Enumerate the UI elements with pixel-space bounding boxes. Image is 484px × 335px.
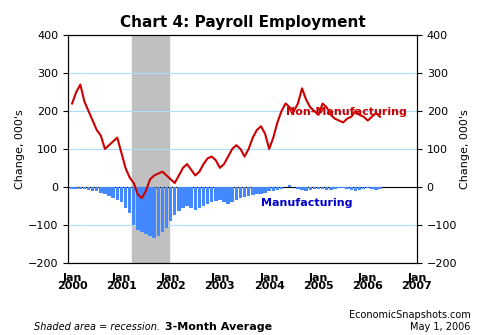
Bar <box>365 187 369 188</box>
Text: Jan: Jan <box>210 273 229 283</box>
Bar <box>267 187 271 191</box>
Bar <box>279 187 283 189</box>
Title: Chart 4: Payroll Employment: Chart 4: Payroll Employment <box>120 15 364 30</box>
Bar <box>369 187 373 189</box>
Bar <box>201 187 205 206</box>
Bar <box>148 187 151 236</box>
Bar <box>70 187 74 189</box>
Bar <box>312 187 316 189</box>
Text: 3-Month Average: 3-Month Average <box>165 322 271 332</box>
Bar <box>353 187 356 191</box>
Bar <box>238 187 242 198</box>
Text: Jan: Jan <box>111 273 131 283</box>
Bar <box>181 187 184 208</box>
Bar <box>168 187 172 221</box>
Bar <box>132 187 135 225</box>
Bar <box>177 187 180 211</box>
Text: EconomicSnapshots.com
May 1, 2006: EconomicSnapshots.com May 1, 2006 <box>348 310 469 332</box>
Bar <box>91 187 94 191</box>
Bar <box>333 187 336 189</box>
Bar <box>271 187 274 191</box>
Bar <box>107 187 110 196</box>
Bar <box>205 187 209 204</box>
Bar <box>357 187 361 190</box>
Bar <box>189 187 193 208</box>
Bar <box>140 187 143 232</box>
Bar <box>87 187 90 190</box>
Text: Manufacturing: Manufacturing <box>260 198 352 208</box>
Text: 2005: 2005 <box>302 281 333 291</box>
Bar <box>258 187 262 194</box>
Text: 2000: 2000 <box>57 281 87 291</box>
Bar <box>173 187 176 215</box>
Bar <box>296 187 299 189</box>
Text: 2003: 2003 <box>204 281 235 291</box>
Bar <box>128 187 131 213</box>
Y-axis label: Change, 000's: Change, 000's <box>459 109 469 189</box>
Bar <box>316 187 319 189</box>
Bar <box>287 185 291 187</box>
Text: Jan: Jan <box>259 273 278 283</box>
Bar <box>185 187 188 206</box>
Text: 2007: 2007 <box>401 281 431 291</box>
Bar <box>308 187 311 190</box>
Bar <box>300 187 303 190</box>
Bar <box>213 187 217 201</box>
Bar <box>263 187 266 193</box>
Text: Jan: Jan <box>62 273 82 283</box>
Bar <box>131 35 168 263</box>
Bar <box>78 187 82 189</box>
Bar <box>234 187 238 200</box>
Bar <box>95 187 98 191</box>
Bar <box>341 187 344 188</box>
Text: 2006: 2006 <box>351 281 382 291</box>
Bar <box>75 187 78 189</box>
Bar <box>374 187 377 190</box>
Bar <box>349 187 352 190</box>
Bar <box>156 187 160 236</box>
Bar <box>165 187 168 228</box>
Text: Shaded area = recession.: Shaded area = recession. <box>34 322 160 332</box>
Bar <box>328 187 332 190</box>
Bar <box>226 187 229 204</box>
Bar <box>197 187 201 208</box>
Text: Jan: Jan <box>161 273 180 283</box>
Bar <box>345 187 348 189</box>
Bar <box>120 187 123 202</box>
Bar <box>123 187 127 208</box>
Text: Jan: Jan <box>308 273 328 283</box>
Bar <box>222 187 226 202</box>
Bar <box>275 187 279 190</box>
Bar <box>111 187 115 198</box>
Bar <box>193 187 197 210</box>
Bar <box>99 187 103 193</box>
Y-axis label: Change, 000's: Change, 000's <box>15 109 25 189</box>
Bar <box>218 187 221 200</box>
Text: 2002: 2002 <box>155 281 186 291</box>
Bar <box>136 187 139 230</box>
Bar <box>160 187 164 232</box>
Text: Non-Manufacturing: Non-Manufacturing <box>285 107 406 117</box>
Bar <box>246 187 250 196</box>
Bar <box>320 187 324 189</box>
Bar <box>242 187 246 197</box>
Bar <box>144 187 148 234</box>
Text: Jan: Jan <box>357 273 377 283</box>
Bar <box>336 187 340 188</box>
Bar <box>304 187 307 191</box>
Bar <box>103 187 106 194</box>
Bar <box>324 187 328 190</box>
Bar <box>82 187 86 189</box>
Bar <box>361 187 364 189</box>
Text: 2004: 2004 <box>253 281 284 291</box>
Bar <box>210 187 213 202</box>
Bar <box>378 187 381 189</box>
Bar <box>115 187 119 200</box>
Bar <box>152 187 156 238</box>
Bar <box>255 187 258 194</box>
Bar <box>251 187 254 195</box>
Text: 2001: 2001 <box>106 281 136 291</box>
Bar <box>230 187 233 202</box>
Text: Jan: Jan <box>407 273 426 283</box>
